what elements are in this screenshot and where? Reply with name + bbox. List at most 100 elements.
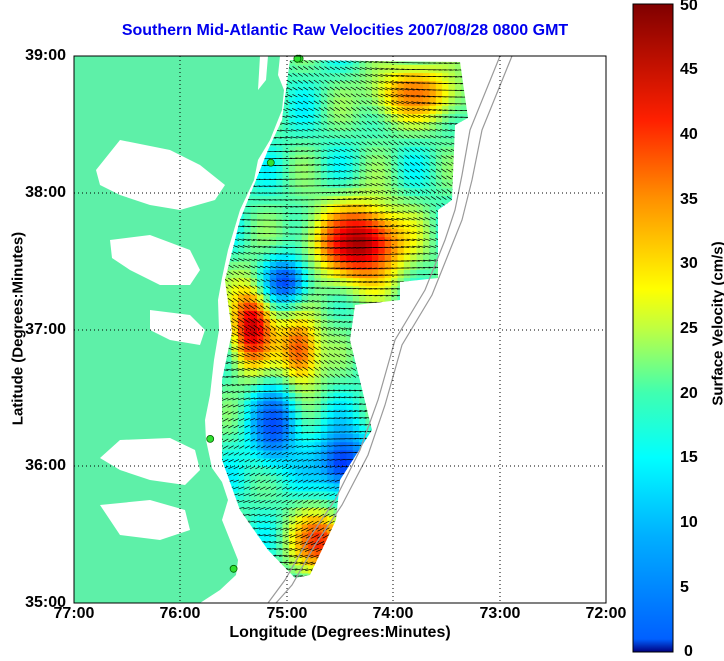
velocity-cell [232, 261, 239, 270]
velocity-cell [315, 475, 322, 484]
velocity-cell [321, 269, 328, 278]
velocity-cell [340, 450, 347, 459]
velocity-cell [366, 146, 373, 155]
velocity-cell [423, 261, 430, 270]
velocity-cell [346, 105, 353, 114]
velocity-cell [398, 72, 405, 81]
velocity-cell [353, 97, 360, 106]
velocity-cell [385, 72, 392, 81]
velocity-cell [334, 450, 341, 459]
velocity-cell [346, 138, 353, 147]
velocity-cell [276, 376, 283, 385]
velocity-cell [429, 97, 436, 106]
velocity-cell [315, 450, 322, 459]
velocity-cell [346, 360, 353, 369]
velocity-cell [276, 499, 283, 508]
velocity-cell [315, 163, 322, 172]
velocity-cell [429, 187, 436, 196]
velocity-cell [225, 417, 232, 426]
velocity-cell [321, 401, 328, 410]
velocity-cell [263, 450, 270, 459]
velocity-cell [378, 105, 385, 114]
velocity-cell [276, 261, 283, 270]
velocity-cell [321, 360, 328, 369]
velocity-cell [346, 155, 353, 164]
velocity-cell [378, 286, 385, 295]
velocity-cell [334, 105, 341, 114]
velocity-cell [244, 237, 251, 246]
velocity-cell [289, 187, 296, 196]
velocity-cell [283, 557, 290, 566]
velocity-cell [289, 392, 296, 401]
velocity-cell [283, 302, 290, 311]
velocity-cell [257, 442, 264, 451]
velocity-cell [327, 163, 334, 172]
velocity-cell [378, 146, 385, 155]
velocity-cell [308, 278, 315, 287]
velocity-cell [417, 81, 424, 90]
velocity-cell [366, 228, 373, 237]
velocity-cell [263, 237, 270, 246]
velocity-cell [321, 138, 328, 147]
velocity-cell [289, 384, 296, 393]
velocity-cell [385, 286, 392, 295]
velocity-cell [302, 409, 309, 418]
velocity-cell [302, 278, 309, 287]
velocity-cell [327, 319, 334, 328]
velocity-cell [302, 384, 309, 393]
velocity-cell [257, 302, 264, 311]
velocity-cell [321, 302, 328, 311]
velocity-cell [289, 483, 296, 492]
velocity-cell [321, 384, 328, 393]
velocity-cell [372, 269, 379, 278]
velocity-cell [295, 499, 302, 508]
velocity-cell [340, 302, 347, 311]
velocity-cell [398, 155, 405, 164]
velocity-cell [283, 146, 290, 155]
velocity-cell [257, 237, 264, 246]
velocity-cell [276, 220, 283, 229]
velocity-cell [346, 302, 353, 311]
velocity-cell [417, 64, 424, 73]
velocity-cell [232, 458, 239, 467]
velocity-cell [366, 72, 373, 81]
velocity-cell [359, 179, 366, 188]
velocity-cell [289, 245, 296, 254]
velocity-cell [346, 220, 353, 229]
velocity-cell [308, 163, 315, 172]
velocity-cell [366, 105, 373, 114]
velocity-cell [442, 146, 449, 155]
velocity-cell [334, 113, 341, 122]
velocity-cell [372, 245, 379, 254]
velocity-cell [353, 245, 360, 254]
velocity-cell [270, 146, 277, 155]
velocity-cell [289, 113, 296, 122]
velocity-cell [391, 179, 398, 188]
velocity-cell [385, 245, 392, 254]
velocity-cell [276, 187, 283, 196]
velocity-cell [334, 433, 341, 442]
velocity-cell [366, 97, 373, 106]
velocity-cell [321, 499, 328, 508]
velocity-cell [283, 516, 290, 525]
velocity-cell [308, 228, 315, 237]
velocity-cell [334, 187, 341, 196]
velocity-cell [321, 89, 328, 98]
velocity-cell [283, 228, 290, 237]
velocity-cell [340, 401, 347, 410]
velocity-cell [257, 204, 264, 213]
velocity-cell [334, 245, 341, 254]
velocity-cell [257, 458, 264, 467]
velocity-cell [302, 204, 309, 213]
velocity-cell [436, 81, 443, 90]
velocity-cell [340, 425, 347, 434]
velocity-cell [372, 179, 379, 188]
velocity-cell [436, 171, 443, 180]
velocity-cell [391, 237, 398, 246]
velocity-cell [263, 360, 270, 369]
velocity-cell [295, 113, 302, 122]
velocity-cell [257, 376, 264, 385]
velocity-cell [327, 286, 334, 295]
velocity-cell [353, 384, 360, 393]
velocity-cell [244, 499, 251, 508]
